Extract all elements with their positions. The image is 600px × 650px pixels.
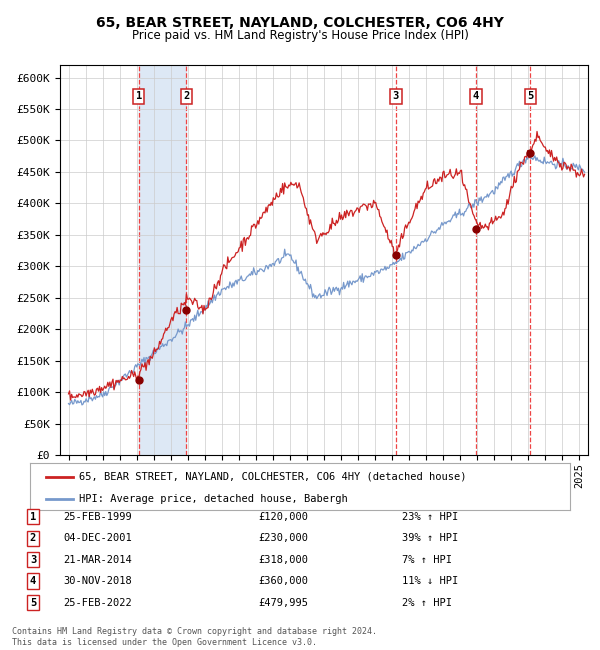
Text: 23% ↑ HPI: 23% ↑ HPI [402,512,458,522]
Text: £120,000: £120,000 [258,512,308,522]
Text: 11% ↓ HPI: 11% ↓ HPI [402,576,458,586]
Text: 3: 3 [393,92,399,101]
Text: 2: 2 [183,92,190,101]
Text: 39% ↑ HPI: 39% ↑ HPI [402,533,458,543]
Text: 25-FEB-2022: 25-FEB-2022 [63,597,132,608]
Text: 65, BEAR STREET, NAYLAND, COLCHESTER, CO6 4HY: 65, BEAR STREET, NAYLAND, COLCHESTER, CO… [96,16,504,31]
Text: 30-NOV-2018: 30-NOV-2018 [63,576,132,586]
Text: 21-MAR-2014: 21-MAR-2014 [63,554,132,565]
Text: 04-DEC-2001: 04-DEC-2001 [63,533,132,543]
Text: HPI: Average price, detached house, Babergh: HPI: Average price, detached house, Babe… [79,493,347,504]
Text: 1: 1 [30,512,36,522]
Text: £360,000: £360,000 [258,576,308,586]
Text: £318,000: £318,000 [258,554,308,565]
Text: 1: 1 [136,92,142,101]
Text: Price paid vs. HM Land Registry's House Price Index (HPI): Price paid vs. HM Land Registry's House … [131,29,469,42]
Text: 5: 5 [30,597,36,608]
Text: 2: 2 [30,533,36,543]
Text: 4: 4 [473,92,479,101]
Text: 2% ↑ HPI: 2% ↑ HPI [402,597,452,608]
Text: 5: 5 [527,92,533,101]
Text: £479,995: £479,995 [258,597,308,608]
Text: 4: 4 [30,576,36,586]
Text: 3: 3 [30,554,36,565]
Text: 65, BEAR STREET, NAYLAND, COLCHESTER, CO6 4HY (detached house): 65, BEAR STREET, NAYLAND, COLCHESTER, CO… [79,471,466,482]
Text: £230,000: £230,000 [258,533,308,543]
Text: Contains HM Land Registry data © Crown copyright and database right 2024.
This d: Contains HM Land Registry data © Crown c… [12,627,377,647]
Bar [139,65,187,455]
Text: 7% ↑ HPI: 7% ↑ HPI [402,554,452,565]
Text: 25-FEB-1999: 25-FEB-1999 [63,512,132,522]
